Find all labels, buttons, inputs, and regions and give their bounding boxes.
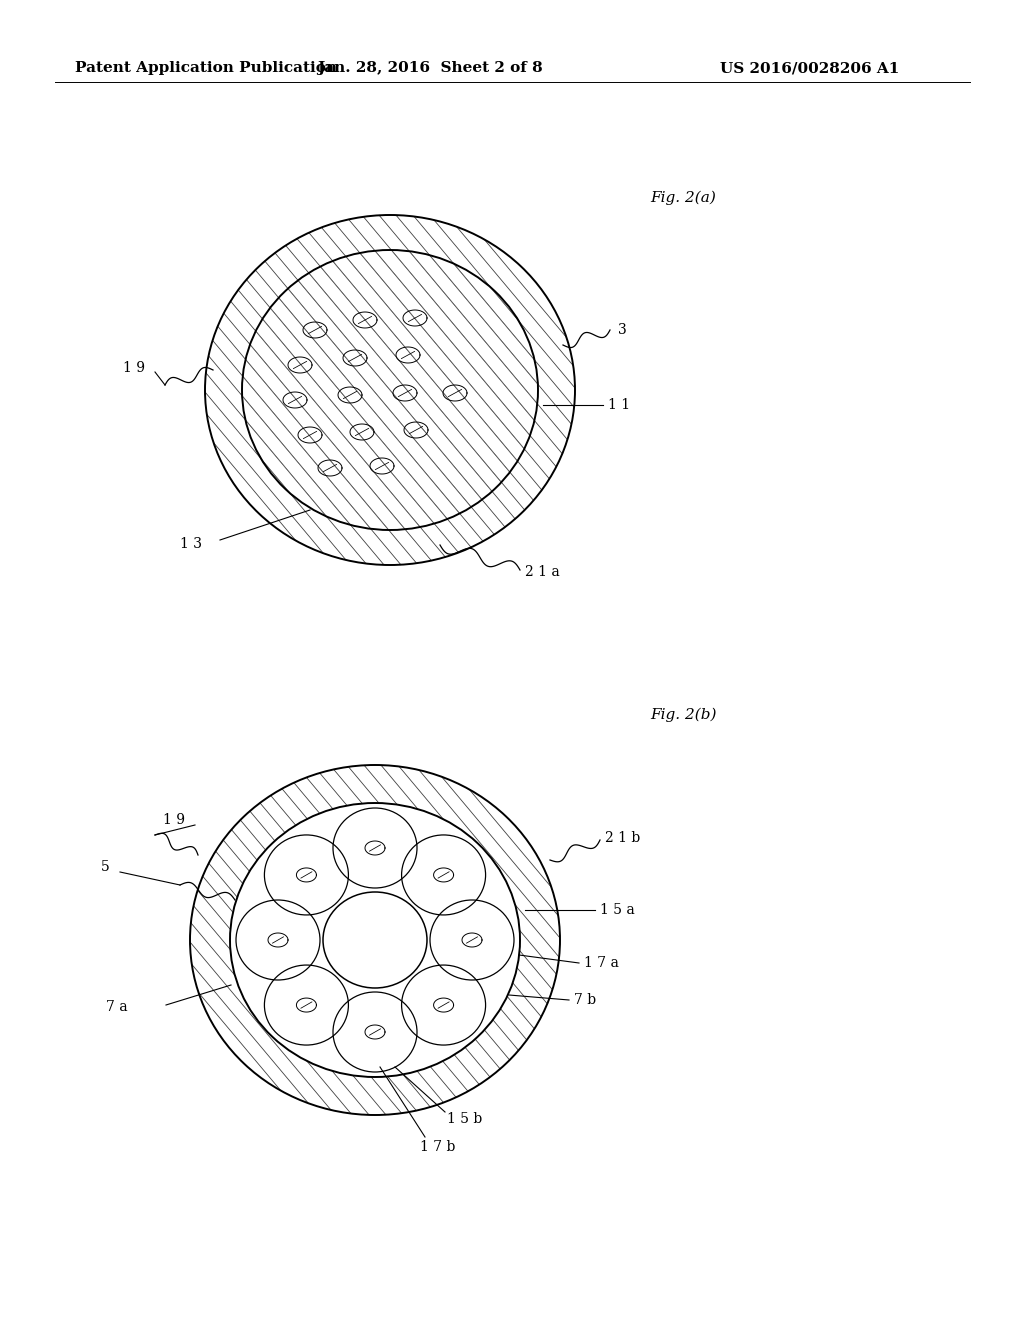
Ellipse shape — [264, 836, 348, 915]
Ellipse shape — [333, 808, 417, 888]
Text: 5: 5 — [101, 861, 110, 874]
Ellipse shape — [401, 836, 485, 915]
Text: 1 1: 1 1 — [608, 399, 630, 412]
Text: 1 9: 1 9 — [123, 360, 145, 375]
Text: Fig. 2(a): Fig. 2(a) — [650, 191, 716, 205]
Text: 7 a: 7 a — [106, 1001, 128, 1014]
Text: 1 9: 1 9 — [163, 813, 185, 828]
Text: Jan. 28, 2016  Sheet 2 of 8: Jan. 28, 2016 Sheet 2 of 8 — [317, 61, 543, 75]
Ellipse shape — [230, 803, 520, 1077]
Text: Patent Application Publication: Patent Application Publication — [75, 61, 337, 75]
Text: 1 7 a: 1 7 a — [584, 956, 618, 970]
Text: 7 b: 7 b — [574, 993, 596, 1007]
Ellipse shape — [333, 993, 417, 1072]
Ellipse shape — [430, 900, 514, 979]
Text: 1 5 b: 1 5 b — [447, 1111, 482, 1126]
Text: 2 1 a: 2 1 a — [525, 565, 560, 579]
Ellipse shape — [401, 965, 485, 1045]
Ellipse shape — [242, 249, 538, 531]
Text: 1 7 b: 1 7 b — [420, 1140, 456, 1154]
Ellipse shape — [236, 900, 319, 979]
Text: 1 3: 1 3 — [180, 537, 202, 550]
Text: 2 1 b: 2 1 b — [605, 832, 640, 845]
Text: US 2016/0028206 A1: US 2016/0028206 A1 — [720, 61, 899, 75]
Text: 3: 3 — [618, 323, 627, 337]
Text: Fig. 2(b): Fig. 2(b) — [650, 708, 717, 722]
Ellipse shape — [323, 892, 427, 987]
Text: 1 5 a: 1 5 a — [600, 903, 635, 917]
Ellipse shape — [264, 965, 348, 1045]
